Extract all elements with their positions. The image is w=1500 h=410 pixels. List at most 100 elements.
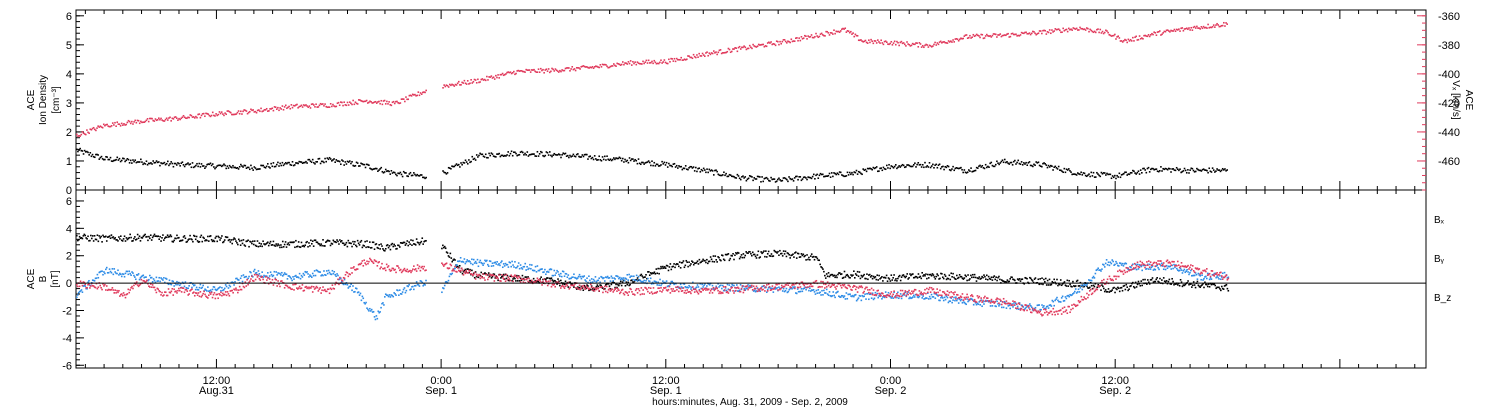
bz-series-point: [171, 287, 174, 290]
by-series-point: [247, 277, 249, 280]
bx-series-point: [516, 280, 519, 282]
density-series-point: [462, 161, 465, 164]
by-series-point: [369, 307, 371, 310]
density-series-point: [871, 168, 873, 171]
density-series-point: [984, 163, 987, 166]
vx-series-point: [1121, 41, 1124, 43]
density-series-point: [1099, 175, 1102, 178]
bx-series-point: [1087, 287, 1089, 289]
bx-series-point: [392, 245, 395, 248]
by-series-point: [295, 274, 297, 277]
bx-series-point: [1090, 284, 1093, 287]
bx-series-point: [1139, 284, 1142, 287]
density-series: [76, 147, 1229, 183]
vx-series-point: [525, 68, 527, 71]
vx-series-point: [565, 67, 568, 69]
vx-series-point: [552, 68, 554, 71]
vx-series-point: [673, 57, 676, 60]
vx-series-point: [207, 113, 210, 115]
by-series-point: [821, 289, 823, 292]
bx-series-point: [215, 235, 218, 238]
by-series-point: [825, 288, 828, 291]
vx-series-point: [238, 112, 241, 115]
bz-series-point: [120, 293, 123, 295]
by-series-point: [878, 295, 880, 297]
by-series-point: [751, 286, 753, 288]
bx-series-point: [781, 255, 784, 257]
by-series-point: [1047, 307, 1050, 309]
by-series-point: [688, 284, 690, 287]
density-series-point: [275, 163, 278, 166]
bx-series-point: [81, 237, 84, 240]
vx-series-point: [290, 104, 293, 106]
vx-series-point: [272, 109, 275, 112]
density-series-point: [1054, 165, 1057, 168]
bx-series-point: [110, 234, 113, 236]
density-series-point: [345, 163, 348, 165]
by-series-point: [829, 295, 832, 297]
density-series-point: [166, 160, 169, 163]
bx-series-point: [766, 253, 769, 255]
density-series-point: [386, 170, 388, 173]
by-series-point: [1179, 267, 1182, 270]
by-series-point: [85, 287, 87, 290]
vx-series-point: [1124, 38, 1126, 41]
vx-series-point: [326, 106, 329, 109]
by-series-point: [235, 277, 237, 280]
bx-series-point: [619, 280, 622, 283]
bx-series-point: [358, 244, 361, 246]
vx-series-point: [800, 35, 803, 38]
by-series-point: [755, 290, 758, 292]
density-series-point: [156, 161, 159, 164]
density-series-point: [405, 172, 407, 174]
by-series-point: [605, 276, 608, 279]
bx-series-point: [933, 276, 936, 278]
bz-series-point: [137, 285, 140, 288]
density-series-point: [959, 167, 961, 170]
density-series-point: [292, 164, 295, 167]
by-series-point: [169, 283, 172, 285]
vx-series-point: [871, 40, 873, 43]
vx-series-point: [129, 122, 132, 125]
bx-series-point: [935, 275, 938, 278]
bx-series-point: [504, 273, 507, 276]
bx-series-point: [1058, 283, 1060, 285]
density-series-point: [704, 169, 706, 171]
density-series-point: [552, 154, 554, 157]
density-series-point: [918, 164, 921, 166]
density-series-point: [539, 150, 542, 153]
vx-series-point: [310, 103, 313, 106]
bx-series-point: [936, 273, 938, 275]
by-series-point: [125, 270, 128, 273]
by-series-point: [114, 271, 116, 273]
bx-series-point: [757, 250, 760, 253]
density-series-point: [277, 161, 279, 164]
by-series-point: [812, 289, 815, 291]
density-series-point: [1165, 168, 1168, 170]
bx-series-point: [172, 241, 175, 243]
bz-series-point: [111, 287, 114, 289]
bx-series-point: [1086, 285, 1088, 288]
vx-series-point: [1026, 32, 1029, 35]
density-series-point: [781, 179, 784, 182]
bx-series-point: [417, 242, 420, 244]
by-series-point: [459, 256, 462, 259]
bx-series-point: [114, 237, 116, 239]
vx-series-point: [797, 39, 799, 42]
density-series-point: [508, 154, 511, 157]
bx-series-point: [1150, 278, 1153, 281]
density-series-point: [950, 169, 952, 172]
density-series-point: [287, 161, 289, 164]
bx-series-point: [1118, 290, 1121, 293]
density-series-point: [769, 180, 771, 182]
vx-series-point: [520, 70, 523, 72]
bx-series-point: [954, 277, 956, 280]
bx-series-point: [1171, 277, 1173, 280]
vx-series-point: [992, 33, 995, 35]
bx-series-point: [1131, 282, 1133, 285]
by-series-point: [735, 287, 737, 289]
density-series-point: [588, 155, 590, 158]
by-series-point: [1000, 306, 1003, 309]
bz-series-point: [160, 294, 162, 296]
vx-series-point: [173, 116, 176, 119]
